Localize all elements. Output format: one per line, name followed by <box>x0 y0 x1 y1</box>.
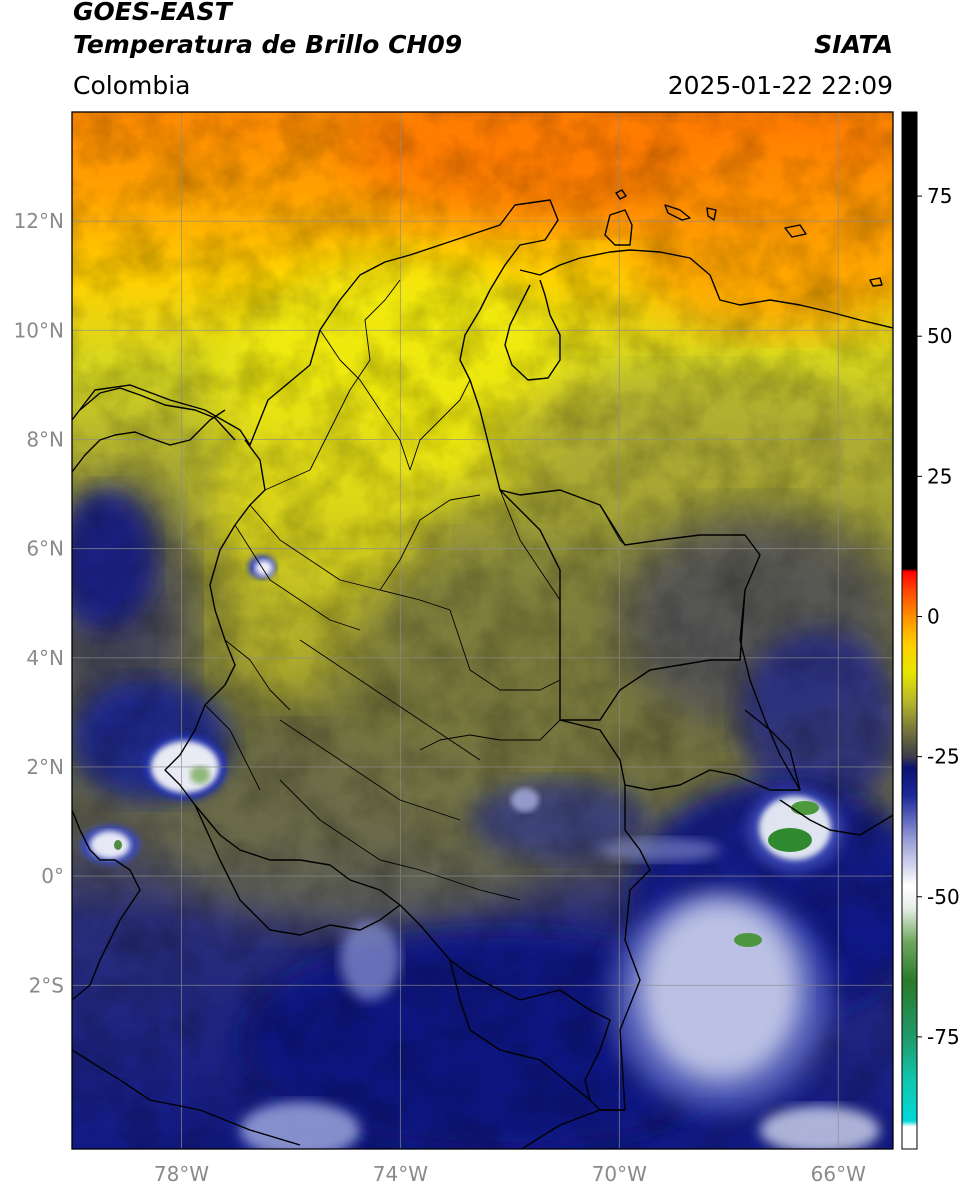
colorbar-tick-label: 50 <box>927 324 952 348</box>
colorbar-frame <box>901 111 918 1150</box>
department-boundary <box>249 504 451 611</box>
bonaire <box>706 207 717 221</box>
department-boundary <box>299 639 481 761</box>
satellite-title: GOES-EAST <box>73 0 232 26</box>
curacao <box>664 204 691 221</box>
lat-tick-label: 6°N <box>26 537 64 561</box>
lat-tick-label: 0° <box>41 864 64 888</box>
colorbar-tick-label: 0 <box>927 604 940 628</box>
colorbar-tick-label: -25 <box>927 745 960 769</box>
department-boundary <box>319 329 411 471</box>
longitude-labels: 78°W 74°W 70°W 66°W <box>154 1162 866 1186</box>
department-boundary <box>599 504 626 546</box>
panama-coast-north <box>79 387 236 441</box>
department-boundary <box>279 719 461 821</box>
venezuela-brazil-border <box>744 709 801 791</box>
lat-tick-label: 2°N <box>26 755 64 779</box>
lon-tick-label: 66°W <box>811 1162 866 1186</box>
brazil-border <box>560 589 746 721</box>
colorbar-tick-label: -75 <box>927 1025 960 1049</box>
lat-tick-label: 10°N <box>14 318 64 342</box>
margarita <box>784 224 807 238</box>
colorbar-ticks: 75 50 25 0 -25 -50 -75 <box>917 184 960 1049</box>
latitude-labels: 12°N 10°N 8°N 6°N 4°N 2°N 0° 2°S <box>14 209 64 997</box>
lon-tick-label: 70°W <box>592 1162 647 1186</box>
department-boundary <box>419 719 561 751</box>
paraguana-peninsula <box>604 209 633 246</box>
colorbar-tick-label: 25 <box>927 464 952 488</box>
panama-coast <box>72 409 226 473</box>
department-boundary <box>409 379 471 471</box>
product-title: Temperatura de Brillo CH09 <box>73 30 463 59</box>
aruba <box>615 189 627 200</box>
department-boundary <box>224 639 291 711</box>
lat-tick-label: 12°N <box>14 209 64 233</box>
peru-brazil-border <box>449 959 591 1101</box>
map-frame <box>71 111 894 1150</box>
department-boundary <box>449 609 561 691</box>
colorbar-tick-label: -50 <box>927 885 960 909</box>
brightness-temperature-field <box>72 112 893 1149</box>
department-boundary <box>279 779 521 901</box>
guyana-coast <box>779 799 893 836</box>
ecuador-peru-border <box>194 804 401 936</box>
department-boundary <box>264 279 401 491</box>
lat-tick-label: 2°S <box>29 973 64 997</box>
lon-tick-label: 78°W <box>154 1162 209 1186</box>
agency-label: SIATA <box>814 30 893 59</box>
political-boundaries <box>72 189 893 1149</box>
peru-inland <box>72 1049 301 1146</box>
department-boundary <box>234 524 361 631</box>
peru-border-south <box>520 1109 625 1149</box>
colorbar <box>902 112 917 1149</box>
department-boundary <box>204 704 261 791</box>
region-label: Colombia <box>73 71 191 100</box>
lake-maracaibo <box>504 279 561 381</box>
venezuela-coast <box>519 249 893 329</box>
department-boundary <box>379 494 481 591</box>
lon-tick-label: 74°W <box>373 1162 428 1186</box>
lat-tick-label: 8°N <box>26 427 64 451</box>
graticule <box>72 112 893 1149</box>
colorbar-tick-label: 75 <box>927 184 952 208</box>
trinidad <box>869 277 883 287</box>
timestamp-label: 2025-01-22 22:09 <box>667 71 893 100</box>
department-boundary <box>499 489 561 601</box>
lat-tick-label: 4°N <box>26 646 64 670</box>
ecuador-coast <box>72 809 141 1001</box>
